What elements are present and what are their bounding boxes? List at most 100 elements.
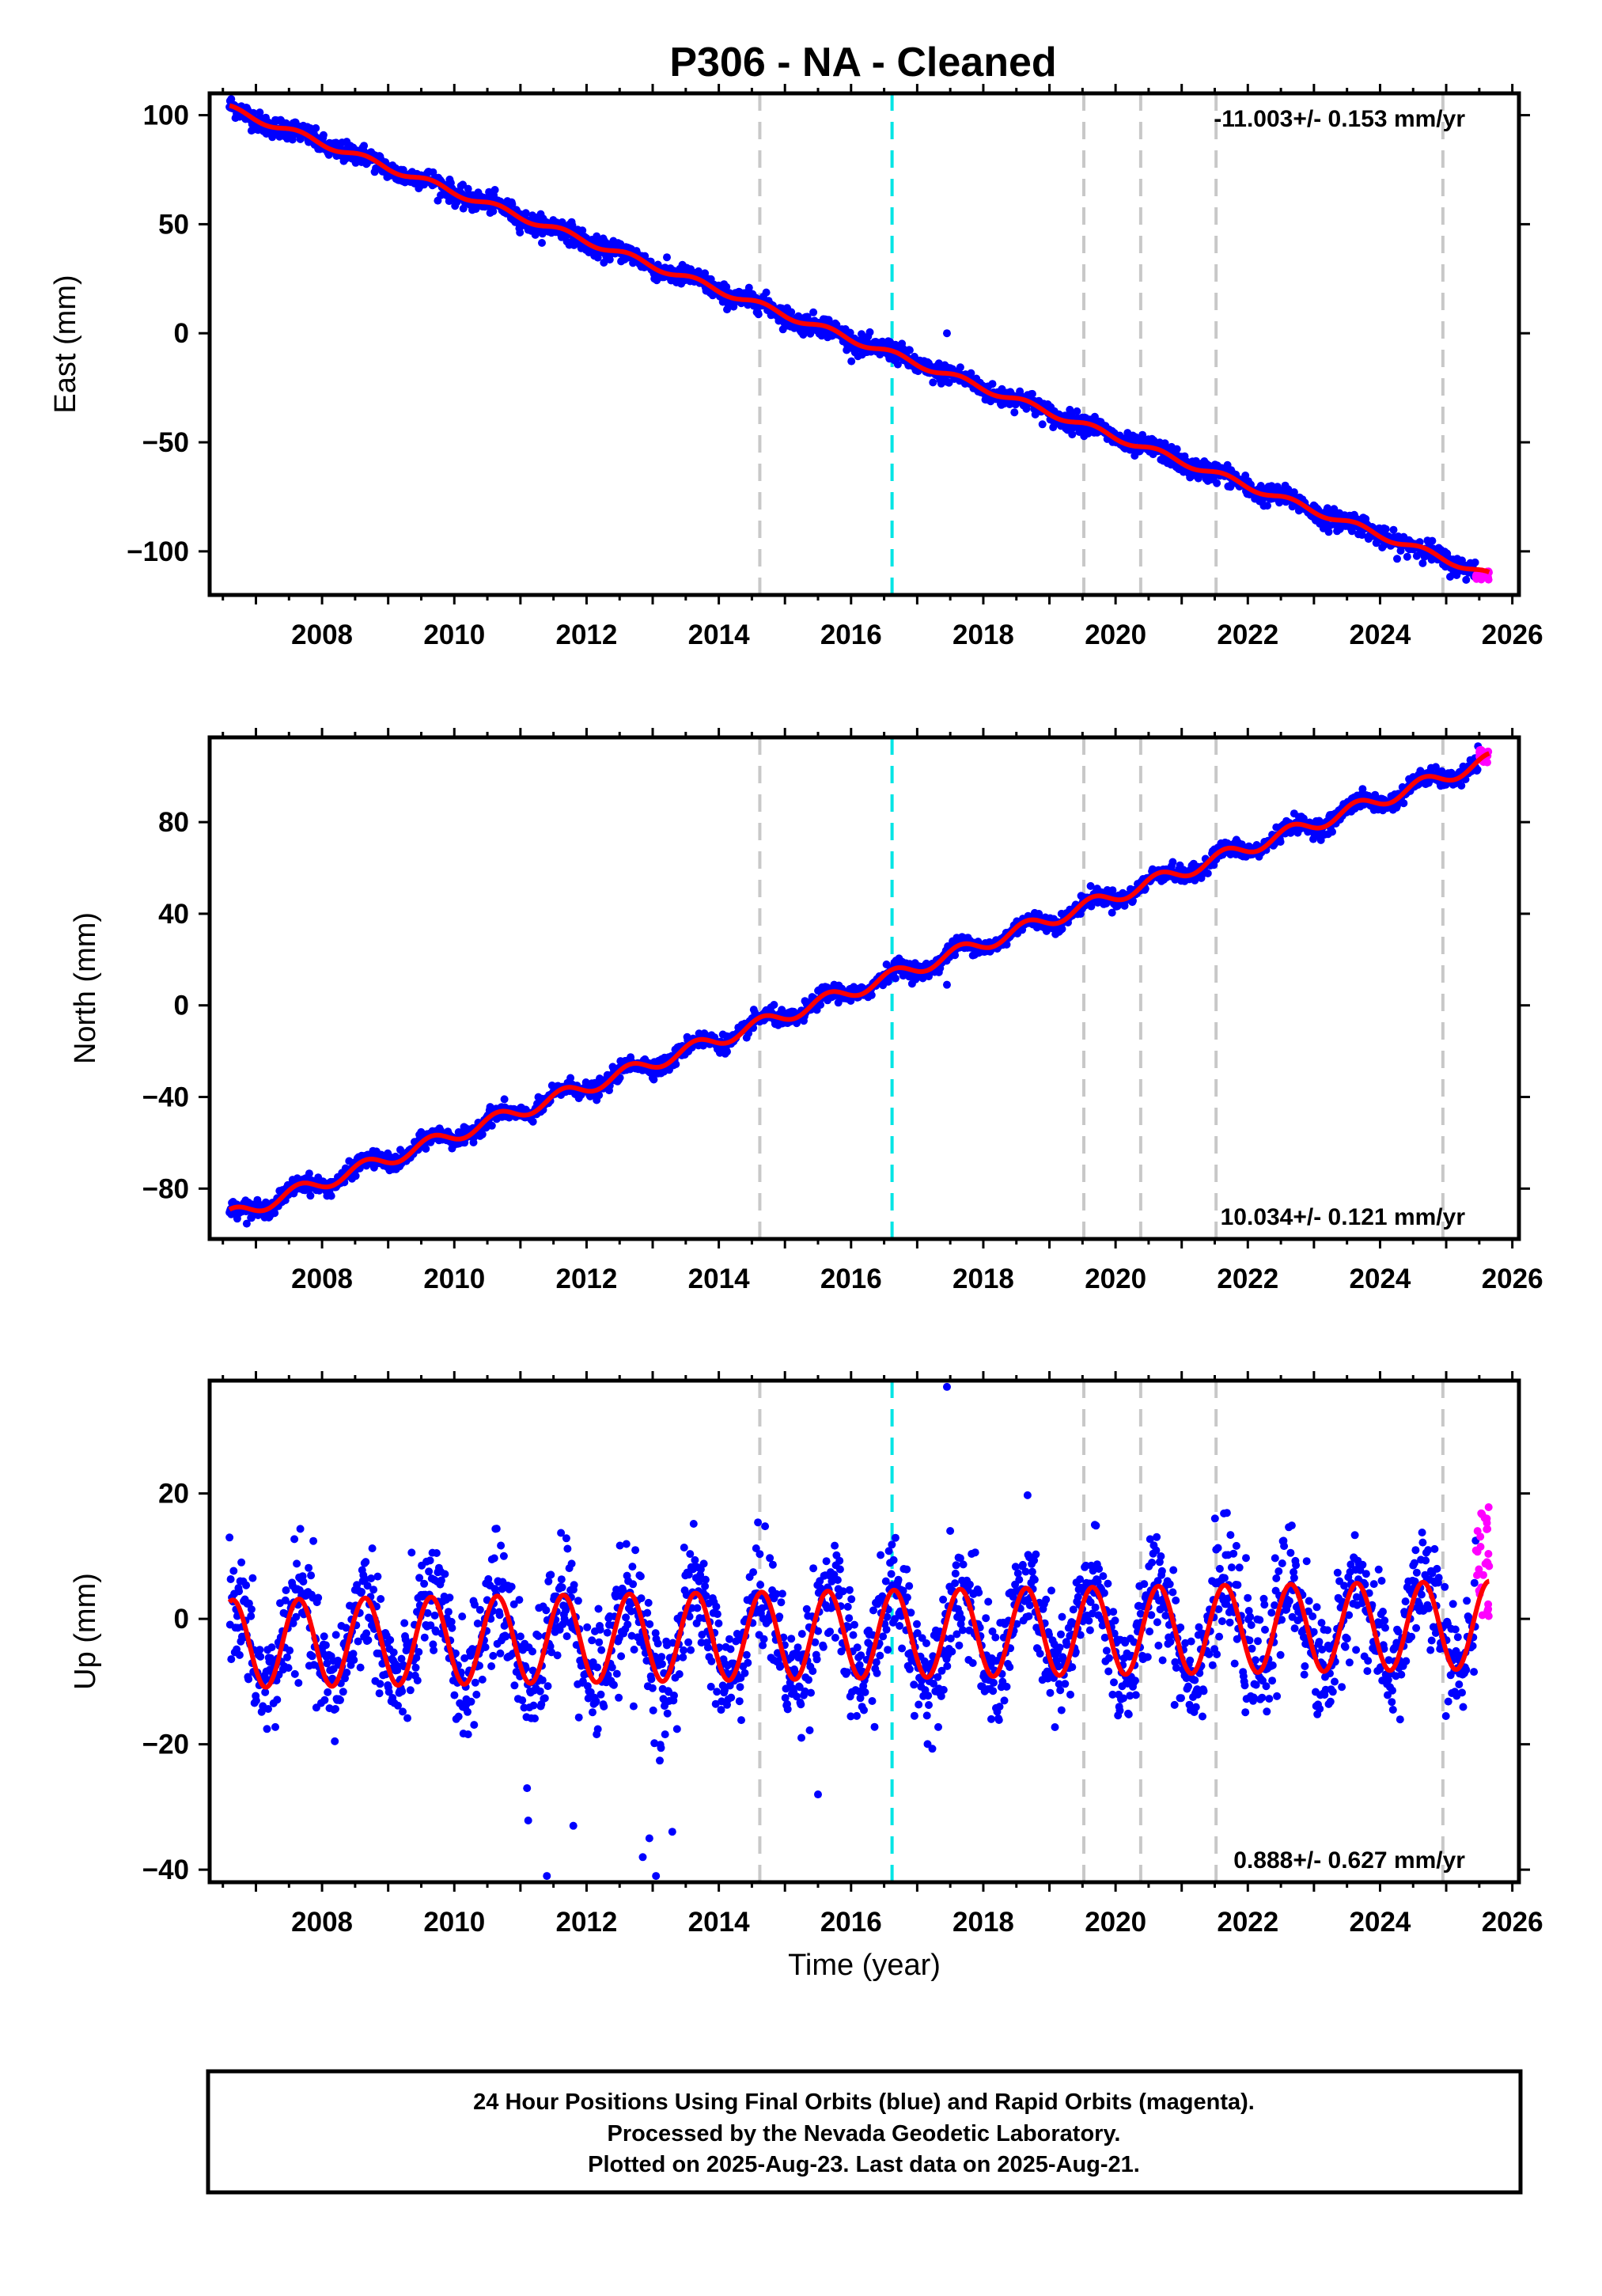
data-point [489, 1651, 498, 1660]
data-point [305, 1169, 313, 1178]
data-point [502, 1632, 510, 1641]
data-point [510, 1681, 519, 1690]
data-point [444, 1608, 453, 1616]
data-point [227, 1655, 236, 1664]
data-point [376, 1680, 384, 1688]
data-point [314, 1593, 323, 1602]
data-point [787, 308, 796, 316]
data-point [235, 1650, 244, 1659]
data-point [508, 200, 517, 208]
data-point [487, 1121, 496, 1130]
data-point [701, 269, 710, 278]
data-point [399, 1707, 407, 1716]
data-point [225, 1533, 234, 1542]
data-point [754, 310, 763, 319]
x-tick-label: 2014 [688, 619, 750, 650]
data-point [320, 1695, 329, 1704]
data-point [286, 1646, 294, 1655]
data-point [360, 142, 369, 150]
x-tick-label: 2018 [952, 1264, 1014, 1294]
x-tick-label: 2012 [556, 1264, 618, 1294]
data-point [282, 1586, 290, 1594]
data-point [400, 1619, 409, 1627]
data-point [1073, 407, 1081, 415]
data-point [1428, 536, 1437, 545]
data-point [312, 124, 320, 132]
data-point [1172, 445, 1181, 453]
data-point [252, 1696, 260, 1705]
outlier-point [942, 329, 951, 338]
data-point [389, 1648, 398, 1657]
data-point [267, 1643, 276, 1652]
y-tick-label: −100 [127, 536, 189, 567]
data-point [296, 1525, 305, 1533]
data-point [538, 229, 547, 238]
data-point [377, 1595, 385, 1603]
data-point [339, 1688, 347, 1696]
y-tick-label: 50 [158, 209, 189, 240]
rate-label: -11.003+/- 0.153 mm/yr [1214, 106, 1465, 132]
data-point [1263, 502, 1271, 510]
data-point [327, 1192, 335, 1200]
data-point [1328, 828, 1336, 836]
data-point [459, 204, 468, 213]
data-point [641, 252, 650, 260]
data-point [478, 1130, 487, 1139]
x-tick-label: 2016 [820, 1264, 882, 1294]
data-point [663, 253, 671, 262]
x-tick-label: 2026 [1482, 619, 1543, 650]
data-point [256, 1652, 265, 1661]
figure-title: P306 - NA - Cleaned [669, 40, 1056, 85]
data-point [1393, 555, 1401, 563]
data-point [1276, 838, 1285, 846]
data-point [319, 131, 328, 139]
data-point [1038, 420, 1047, 429]
data-point [247, 1612, 256, 1620]
x-tick-label: 2012 [556, 619, 618, 650]
data-point [403, 1714, 411, 1722]
data-point [1389, 525, 1398, 534]
data-point [373, 1572, 382, 1581]
data-point [386, 1635, 395, 1644]
data-point [956, 363, 964, 372]
y-tick-label: 40 [158, 899, 189, 930]
data-point [472, 1690, 481, 1699]
data-point [415, 1648, 423, 1656]
data-point [420, 1579, 429, 1588]
data-point [430, 1646, 438, 1654]
data-point [464, 1730, 472, 1739]
rate-label: 10.034+/- 0.121 mm/yr [1221, 1204, 1466, 1230]
data-point [299, 1578, 308, 1586]
data-point [499, 1552, 508, 1560]
data-point [364, 1636, 373, 1644]
data-point [448, 1623, 456, 1632]
data-point [284, 1664, 293, 1673]
data-point [722, 282, 731, 291]
data-point [507, 1582, 516, 1591]
x-tick-label: 2026 [1482, 1264, 1543, 1294]
data-point [321, 1641, 330, 1650]
data-point [496, 1649, 505, 1658]
y-tick-label: 80 [158, 807, 189, 838]
data-point [600, 259, 608, 267]
data-point [803, 313, 812, 321]
data-point [1068, 430, 1077, 439]
data-point [770, 1001, 778, 1009]
data-point [343, 1669, 351, 1677]
y-tick-label: −50 [142, 427, 189, 458]
data-point [1330, 505, 1339, 513]
x-tick-label: 2018 [952, 619, 1014, 650]
y-axis-label: North (mm) [69, 912, 102, 1064]
data-point [411, 1663, 420, 1672]
data-point [362, 1629, 371, 1638]
data-point [470, 1721, 479, 1730]
data-point [331, 1737, 339, 1745]
data-point [464, 1707, 472, 1716]
y-tick-label: −80 [142, 1173, 189, 1204]
data-point [294, 1679, 303, 1688]
data-point [471, 1678, 479, 1687]
data-point [290, 1669, 299, 1678]
y-tick-label: 0 [174, 991, 189, 1021]
data-point [226, 1575, 235, 1583]
